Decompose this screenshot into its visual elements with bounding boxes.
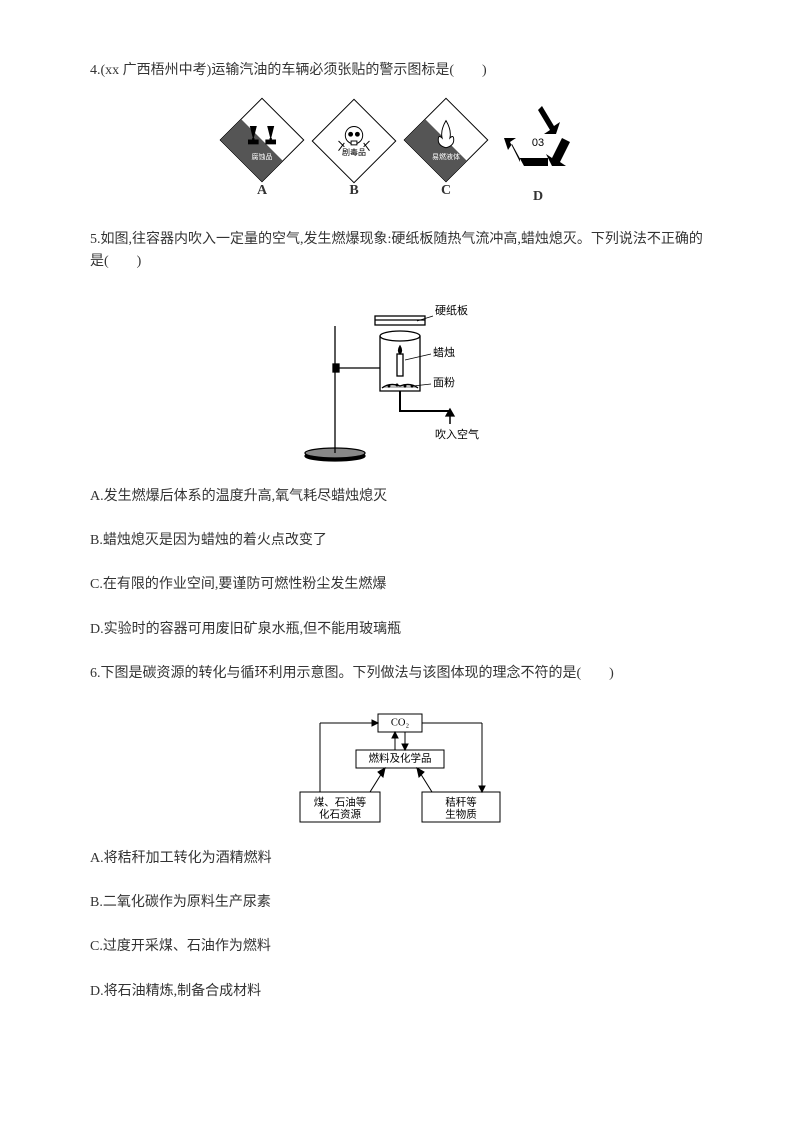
- q6-intro: 6.下图是碳资源的转化与循环利用示意图。下列做法与该图体现的理念不符的是( ): [90, 663, 710, 685]
- recycle-icon: 03: [502, 104, 574, 176]
- q5-opt-a: A.发生燃爆后体系的温度升高,氧气耗尽蜡烛熄灭: [90, 486, 710, 508]
- q5-figure: 硬纸板 蜡烛 面粉 吹入空气: [90, 296, 710, 466]
- sign-b-label: 剧毒品: [342, 147, 366, 160]
- label-flour: 面粉: [433, 376, 455, 389]
- box-co2: CO₂: [391, 717, 410, 728]
- recycle-text: 03: [532, 137, 544, 149]
- q4-figure: 腐蚀品 A 剧: [90, 104, 710, 208]
- label-c: C: [441, 180, 451, 202]
- recycle-sign-d: 03 D: [495, 104, 581, 208]
- q5-opt-b: B.蜡烛熄灭是因为蜡烛的着火点改变了: [90, 530, 710, 552]
- label-d: D: [533, 186, 543, 208]
- label-cardboard: 硬纸板: [435, 303, 468, 317]
- q6-opt-a: A.将秸秆加工转化为酒精燃料: [90, 848, 710, 870]
- q6-figure: CO₂ 燃料及化学品 煤、石油等 化石资源 秸秆等 生物质: [90, 708, 710, 828]
- sign-a-label: 腐蚀品: [252, 152, 273, 169]
- sign-c-label: 易燃液体: [432, 152, 460, 169]
- hazard-sign-b: 剧毒品 B: [311, 111, 397, 202]
- label-blow: 吹入空气: [435, 427, 479, 441]
- box-fossil2: 化石资源: [319, 807, 361, 820]
- q6-opt-c: C.过度开采煤、石油作为燃料: [90, 936, 710, 958]
- box-bio1: 秸秆等: [445, 795, 477, 808]
- label-candle: 蜡烛: [433, 346, 455, 359]
- box-fuel: 燃料及化学品: [369, 751, 432, 764]
- skull-icon: [325, 112, 383, 170]
- q6-opt-b: B.二氧化碳作为原料生产尿素: [90, 892, 710, 914]
- label-a: A: [257, 180, 267, 202]
- q4-text: 4.(xx 广西梧州中考)运输汽油的车辆必须张贴的警示图标是( ): [90, 60, 710, 82]
- box-bio2: 生物质: [445, 807, 477, 820]
- q5-opt-d: D.实验时的容器可用废旧矿泉水瓶,但不能用玻璃瓶: [90, 619, 710, 641]
- q5-opt-c: C.在有限的作业空间,要谨防可燃性粉尘发生燃爆: [90, 574, 710, 596]
- hazard-sign-c: 易燃液体 C: [403, 110, 489, 202]
- box-fossil1: 煤、石油等: [314, 795, 367, 808]
- q5-intro: 5.如图,往容器内吹入一定量的空气,发生燃爆现象:硬纸板随热气流冲高,蜡烛熄灭。…: [90, 229, 710, 274]
- hazard-sign-a: 腐蚀品 A: [219, 110, 305, 202]
- q6-opt-d: D.将石油精炼,制备合成材料: [90, 981, 710, 1003]
